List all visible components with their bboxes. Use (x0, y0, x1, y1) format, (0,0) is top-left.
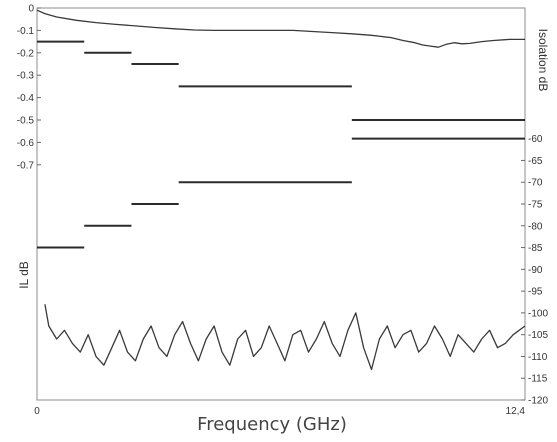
x-tick-label: 0 (34, 406, 40, 417)
right-tick-label: -60 (528, 134, 543, 145)
right-axis-ticks: -60 -65 -70 -75 -80 -85 -90 -95 -100 -105 -110 -115… (521, 134, 548, 407)
right-tick-label: -105 (528, 330, 548, 341)
plot-area (36, 7, 526, 401)
left-tick-label: -0.3 (17, 71, 35, 82)
x-axis-title: Frequency (GHz) (197, 414, 347, 435)
right-tick-label: -90 (528, 265, 543, 276)
right-tick-label: -100 (528, 308, 548, 319)
measured-traces (36, 9, 526, 371)
left-axis-title: IL dB (17, 261, 31, 289)
right-tick-label: -80 (528, 221, 543, 232)
x-tick-label: 12,4 (506, 406, 526, 417)
right-axis-title: Isolation dB (536, 29, 550, 92)
x-axis-ticks: 0 12,4 (34, 406, 525, 417)
right-tick-label: -70 (528, 178, 543, 189)
isolation-measured-line (44, 304, 526, 371)
left-tick-label: -0.5 (17, 116, 35, 127)
left-tick-label: -0.2 (17, 48, 35, 59)
insertion-loss-measured-line (36, 9, 525, 48)
right-tick-label: -95 (528, 287, 543, 298)
limit-lines (37, 40, 525, 249)
right-tick-label: -65 (528, 156, 543, 167)
right-tick-label: -115 (528, 374, 548, 385)
left-tick-label: -0.1 (17, 26, 35, 37)
right-tick-label: -75 (528, 200, 543, 211)
left-tick-label: -0.7 (17, 160, 35, 171)
left-axis-ticks: 0 -0.1 -0.2 -0.3 -0.4 -0.5 -0.6 -0.7 (17, 4, 41, 171)
left-tick-label: 0 (28, 4, 34, 15)
right-tick-label: -120 (528, 396, 548, 407)
left-tick-label: -0.4 (17, 93, 35, 104)
right-tick-label: -110 (528, 352, 548, 363)
left-tick-label: -0.6 (17, 138, 35, 149)
right-tick-label: -85 (528, 243, 543, 254)
